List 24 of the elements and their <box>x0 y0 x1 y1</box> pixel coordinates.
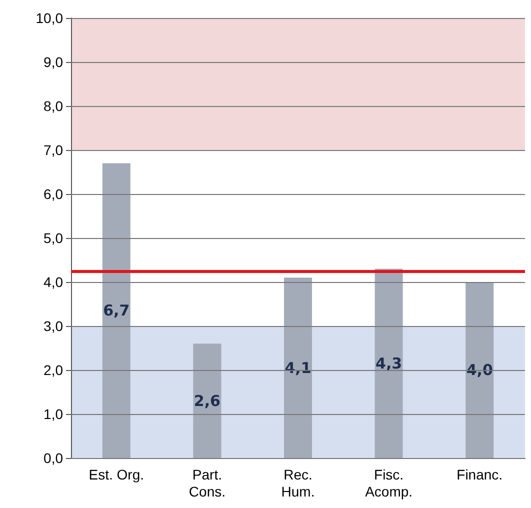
y-tick-label: 9,0 <box>44 54 64 70</box>
y-tick-label: 3,0 <box>44 318 64 334</box>
bar <box>466 282 494 458</box>
y-tick-label: 7,0 <box>44 142 64 158</box>
x-tick-label: Financ. <box>456 466 503 482</box>
x-tick-label: Rec. Hum. <box>281 466 315 500</box>
bar <box>102 163 130 458</box>
y-tick-label: 6,0 <box>44 186 64 202</box>
y-tick-label: 2,0 <box>44 362 64 378</box>
y-tick-label: 8,0 <box>44 98 64 114</box>
y-tick-label: 0,0 <box>44 450 64 466</box>
x-tick-label: Part. Cons. <box>188 466 226 500</box>
bar <box>374 268 403 458</box>
y-tick-label: 1,0 <box>44 406 64 422</box>
data-label: 6,7 <box>103 302 130 320</box>
y-tick-label: 5,0 <box>44 230 64 246</box>
x-tick-label: Est. Org. <box>88 466 144 482</box>
data-label: 4,3 <box>376 354 402 372</box>
bar <box>193 344 222 458</box>
y-tick-label: 10,0 <box>36 10 64 26</box>
data-label: 2,6 <box>194 392 220 410</box>
bar <box>284 278 312 458</box>
y-tick-label: 4,0 <box>44 274 64 290</box>
x-tick-label: Fisc. Acomp. <box>365 466 413 500</box>
